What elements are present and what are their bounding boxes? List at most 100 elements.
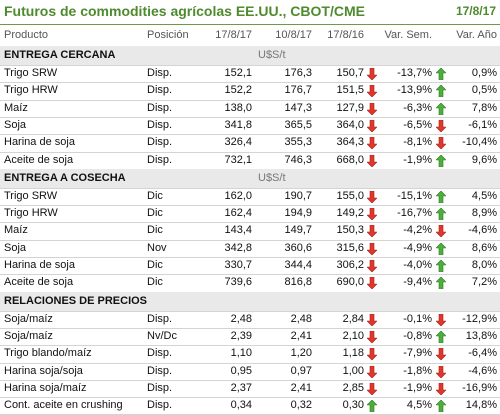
cell: 360,6 <box>284 242 312 254</box>
column-header: Var. Año <box>456 29 497 41</box>
column-header: 17/8/16 <box>327 29 364 41</box>
cell: -8,1% <box>403 136 432 148</box>
cell: Soja <box>4 119 27 131</box>
arrow-up <box>436 103 446 115</box>
cell: 176,3 <box>284 67 312 79</box>
cell: 739,6 <box>224 276 252 288</box>
cell: Dic <box>147 207 163 219</box>
cell: 344,4 <box>284 259 312 271</box>
arrow-down <box>367 120 377 132</box>
arrow-down <box>436 225 446 237</box>
cell: 2,84 <box>342 313 364 325</box>
cell: 190,7 <box>284 190 312 202</box>
arrow-down <box>367 85 377 97</box>
cell: Dic <box>147 224 163 236</box>
cell: 4,5% <box>406 399 432 411</box>
rule <box>0 134 500 135</box>
cell: Nv/Dc <box>147 330 177 342</box>
arrow-up <box>436 208 446 220</box>
cell: Disp. <box>147 119 173 131</box>
cell: 8,0% <box>471 259 497 271</box>
arrow-up <box>436 243 446 255</box>
cell: Disp. <box>147 313 173 325</box>
arrow-down <box>367 314 377 326</box>
cell: 2,41 <box>290 382 312 394</box>
section-title: RELACIONES DE PRECIOS <box>4 294 148 307</box>
cell: Disp. <box>147 154 173 166</box>
cell: Disp. <box>147 102 173 114</box>
cell: 150,3 <box>336 224 364 236</box>
arrow-down <box>436 314 446 326</box>
arrow-down <box>436 366 446 378</box>
cell: -1,9% <box>403 154 432 166</box>
cell: 14,8% <box>465 399 497 411</box>
cell: Aceite de soja <box>4 276 74 288</box>
arrow-down <box>436 120 446 132</box>
cell: Disp. <box>147 382 173 394</box>
cell: Maíz <box>4 102 28 114</box>
cell: Soja/maíz <box>4 330 53 342</box>
cell: 690,0 <box>336 276 364 288</box>
arrow-up <box>436 331 446 343</box>
section-unit: U$S/t <box>258 171 286 184</box>
cell: 147,3 <box>284 102 312 114</box>
rule <box>0 397 500 398</box>
arrow-up <box>436 155 446 167</box>
cell: -4,2% <box>403 224 432 236</box>
cell: Soja/maíz <box>4 313 53 325</box>
rule <box>0 257 500 258</box>
cell: 732,1 <box>224 154 252 166</box>
cell: -0,8% <box>403 330 432 342</box>
cell: Harina de soja <box>4 136 75 148</box>
rule <box>0 188 500 189</box>
cell: Maíz <box>4 224 28 236</box>
cell: 668,0 <box>336 154 364 166</box>
cell: Disp. <box>147 365 173 377</box>
cell: Disp. <box>147 347 173 359</box>
arrow-up <box>436 260 446 272</box>
cell: Soja <box>4 242 27 254</box>
rule <box>0 311 500 312</box>
cell: Trigo SRW <box>4 190 58 202</box>
cell: 138,0 <box>224 102 252 114</box>
cell: -4,6% <box>468 365 497 377</box>
cell: Aceite de soja <box>4 154 74 166</box>
section-unit: U$S/t <box>258 49 286 61</box>
arrow-up <box>436 191 446 203</box>
arrow-down <box>367 155 377 167</box>
cell: 2,39 <box>230 330 252 342</box>
rule <box>0 222 500 223</box>
cell: 0,34 <box>230 399 252 411</box>
cell: -16,7% <box>397 207 432 219</box>
cell: 176,7 <box>284 84 312 96</box>
cell: Disp. <box>147 399 173 411</box>
cell: -6,1% <box>468 119 497 131</box>
cell: -6,5% <box>403 119 432 131</box>
section-band <box>0 291 500 311</box>
cell: -6,4% <box>468 347 497 359</box>
cell: 0,30 <box>342 399 364 411</box>
cell: Dic <box>147 259 163 271</box>
cell: 2,10 <box>342 330 364 342</box>
cell: Dic <box>147 190 163 202</box>
cell: -4,9% <box>403 242 432 254</box>
cell: 0,9% <box>471 67 497 79</box>
arrow-down <box>436 137 446 149</box>
date: 17/8/17 <box>455 4 496 18</box>
cell: 365,5 <box>284 119 312 131</box>
cell: 2,41 <box>290 330 312 342</box>
arrow-down <box>367 331 377 343</box>
arrow-down <box>367 103 377 115</box>
cell: 155,0 <box>336 190 364 202</box>
rule <box>0 274 500 275</box>
cell: 364,0 <box>336 119 364 131</box>
arrow-down <box>367 383 377 395</box>
cell: -0,1% <box>403 313 432 325</box>
cell: 1,10 <box>230 347 252 359</box>
section-title: ENTREGA CERCANA <box>4 49 116 61</box>
cell: -12,9% <box>462 313 497 325</box>
cell: -6,3% <box>403 102 432 114</box>
cell: 162,0 <box>224 190 252 202</box>
rule <box>0 82 500 83</box>
